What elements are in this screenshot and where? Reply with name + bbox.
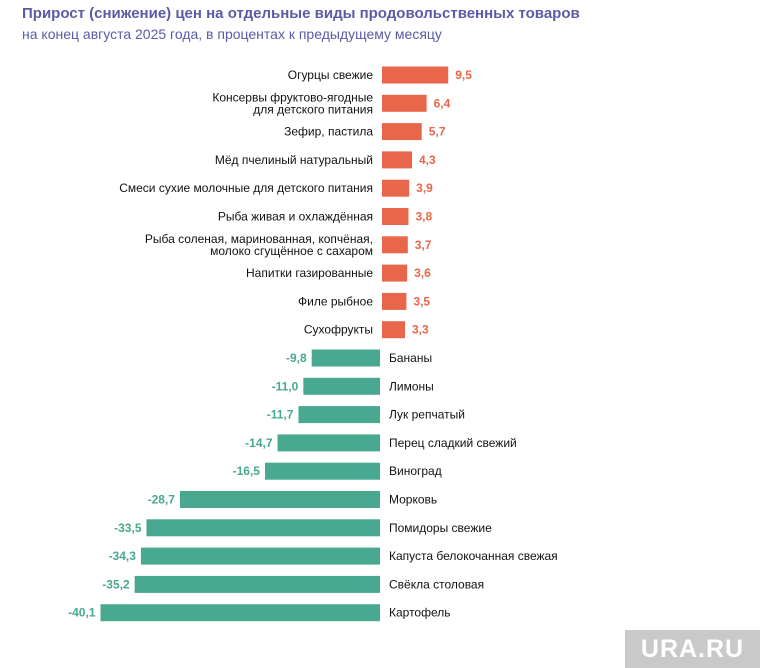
bar xyxy=(382,292,407,310)
bar xyxy=(382,236,408,254)
category-label: Помидоры свежие xyxy=(389,521,492,535)
category-label: Свёкла столовая xyxy=(389,577,484,591)
category-label: Рыба живая и охлаждённая xyxy=(218,210,373,224)
bar xyxy=(179,491,380,508)
category-label: Смеси сухие молочные для детского питани… xyxy=(119,181,373,195)
data-label: -14,7 xyxy=(245,436,273,450)
data-label: 3,3 xyxy=(412,323,429,337)
bar xyxy=(382,179,410,197)
chart-title: Прирост (снижение) цен на отдельные виды… xyxy=(22,5,580,22)
watermark-logo: URA.RU xyxy=(625,630,760,668)
data-label: 3,9 xyxy=(416,181,433,195)
bar xyxy=(311,349,380,367)
bar xyxy=(100,604,381,622)
category-label: Морковь xyxy=(389,493,437,507)
category-label: Мёд пчелиный натуральный xyxy=(215,153,373,167)
data-label: 3,6 xyxy=(414,266,431,280)
data-label: 6,4 xyxy=(434,96,451,110)
data-label: -34,3 xyxy=(109,549,137,563)
data-label: -16,5 xyxy=(233,464,261,478)
category-label: Огурцы свежие xyxy=(288,68,374,82)
category-label: Консервы фруктово-ягодные для детского пи… xyxy=(212,90,373,116)
data-label: 5,7 xyxy=(429,125,446,139)
bar xyxy=(140,547,380,565)
category-label: Картофель xyxy=(389,606,451,620)
bar xyxy=(277,434,380,452)
category-label: Капуста белокочанная свежая xyxy=(389,549,558,563)
category-label: Филе рыбное xyxy=(298,294,373,308)
data-label: -28,7 xyxy=(148,493,176,507)
data-label: 9,5 xyxy=(455,68,472,82)
bar xyxy=(303,377,380,395)
category-label: Сухофрукты xyxy=(304,323,373,337)
data-label: -9,8 xyxy=(286,351,307,365)
category-label: Лук репчатый xyxy=(389,408,465,422)
bar xyxy=(146,519,380,537)
category-label: Виноград xyxy=(389,464,442,478)
data-label: -40,1 xyxy=(68,606,96,620)
category-label: Перец сладкий свежий xyxy=(389,436,517,450)
category-label: Бананы xyxy=(389,351,432,365)
data-label: 4,3 xyxy=(419,153,436,167)
category-label: Лимоны xyxy=(389,379,434,393)
bar xyxy=(264,462,380,480)
data-label: -33,5 xyxy=(114,521,142,535)
category-label: Рыба соленая, маринованная, копчёная, мол… xyxy=(145,232,373,258)
data-label: 3,5 xyxy=(413,294,430,308)
bar xyxy=(382,94,427,112)
data-label: -11,0 xyxy=(272,379,299,393)
category-label: Зефир, пастила xyxy=(284,125,373,139)
watermark-text: URA.RU xyxy=(640,634,745,663)
chart-subtitle: на конец августа 2025 года, в процентах … xyxy=(22,26,442,42)
bar xyxy=(382,321,406,339)
bar xyxy=(382,264,408,282)
category-label: Напитки газированные xyxy=(246,266,373,280)
bar xyxy=(382,208,409,225)
data-label: -11,7 xyxy=(267,408,294,422)
data-label: 3,8 xyxy=(415,210,432,224)
bar xyxy=(298,406,380,424)
data-label: -35,2 xyxy=(102,577,130,591)
bar xyxy=(134,575,380,593)
data-label: 3,7 xyxy=(415,238,432,252)
bar xyxy=(382,123,422,141)
bar xyxy=(382,66,449,84)
bar xyxy=(382,151,412,169)
